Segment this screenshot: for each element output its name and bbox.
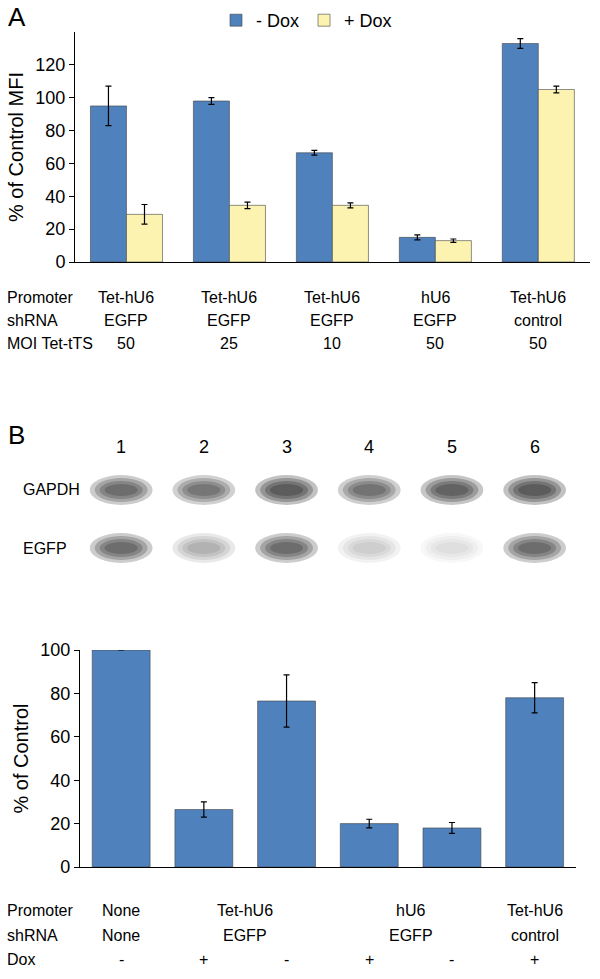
svg-text:-: - <box>119 951 124 968</box>
svg-text:1: 1 <box>116 437 126 457</box>
svg-text:25: 25 <box>220 335 238 352</box>
svg-text:EGFP: EGFP <box>104 312 148 329</box>
svg-text:EGFP: EGFP <box>310 312 354 329</box>
svg-text:+: + <box>530 951 539 968</box>
svg-text:60: 60 <box>45 154 65 174</box>
svg-text:Tet-hU6: Tet-hU6 <box>304 289 360 306</box>
svg-text:B: B <box>8 420 25 450</box>
svg-text:GAPDH: GAPDH <box>23 481 80 498</box>
svg-text:6: 6 <box>530 437 540 457</box>
svg-text:10: 10 <box>323 335 341 352</box>
svg-text:80: 80 <box>50 684 70 704</box>
svg-text:MOI Tet-tTS: MOI Tet-tTS <box>7 335 93 352</box>
svg-text:-: - <box>449 951 454 968</box>
svg-text:shRNA: shRNA <box>7 927 58 944</box>
svg-text:50: 50 <box>426 335 444 352</box>
svg-text:0: 0 <box>60 857 70 877</box>
svg-text:100: 100 <box>40 640 70 660</box>
svg-text:shRNA: shRNA <box>7 312 58 329</box>
svg-text:20: 20 <box>50 814 70 834</box>
svg-text:Tet-hU6: Tet-hU6 <box>510 289 566 306</box>
svg-text:EGFP: EGFP <box>389 927 433 944</box>
svg-text:-: - <box>284 951 289 968</box>
svg-text:20: 20 <box>45 219 65 239</box>
svg-text:None: None <box>102 902 140 919</box>
svg-text:EGFP: EGFP <box>23 540 67 557</box>
svg-text:60: 60 <box>50 727 70 747</box>
svg-text:100: 100 <box>35 88 65 108</box>
svg-text:hU6: hU6 <box>396 902 425 919</box>
svg-text:2: 2 <box>199 437 209 457</box>
svg-text:control: control <box>511 927 559 944</box>
svg-text:40: 40 <box>45 187 65 207</box>
svg-text:% of Control: % of Control <box>10 703 32 813</box>
svg-text:3: 3 <box>282 437 292 457</box>
svg-text:+: + <box>365 951 374 968</box>
svg-text:EGFP: EGFP <box>413 312 457 329</box>
svg-text:Dox: Dox <box>7 951 35 968</box>
svg-text:Tet-hU6: Tet-hU6 <box>201 289 257 306</box>
svg-text:Promoter: Promoter <box>7 289 73 306</box>
svg-text:EGFP: EGFP <box>207 312 251 329</box>
svg-text:0: 0 <box>55 252 65 272</box>
svg-text:Promoter: Promoter <box>7 902 73 919</box>
svg-text:80: 80 <box>45 121 65 141</box>
svg-text:Tet-hU6: Tet-hU6 <box>217 902 273 919</box>
svg-text:+: + <box>199 951 208 968</box>
svg-text:+ Dox: + Dox <box>344 11 392 31</box>
svg-text:Tet-hU6: Tet-hU6 <box>507 902 563 919</box>
svg-text:4: 4 <box>364 437 374 457</box>
svg-text:Tet-hU6: Tet-hU6 <box>98 289 154 306</box>
svg-text:50: 50 <box>529 335 547 352</box>
svg-text:50: 50 <box>117 335 135 352</box>
svg-text:- Dox: - Dox <box>256 11 299 31</box>
svg-text:5: 5 <box>447 437 457 457</box>
svg-text:EGFP: EGFP <box>223 927 267 944</box>
svg-text:% of Control MFI: % of Control MFI <box>5 72 27 222</box>
svg-text:120: 120 <box>35 55 65 75</box>
svg-text:40: 40 <box>50 771 70 791</box>
svg-text:None: None <box>102 927 140 944</box>
svg-text:control: control <box>514 312 562 329</box>
svg-text:hU6: hU6 <box>421 289 450 306</box>
svg-text:A: A <box>8 2 26 32</box>
